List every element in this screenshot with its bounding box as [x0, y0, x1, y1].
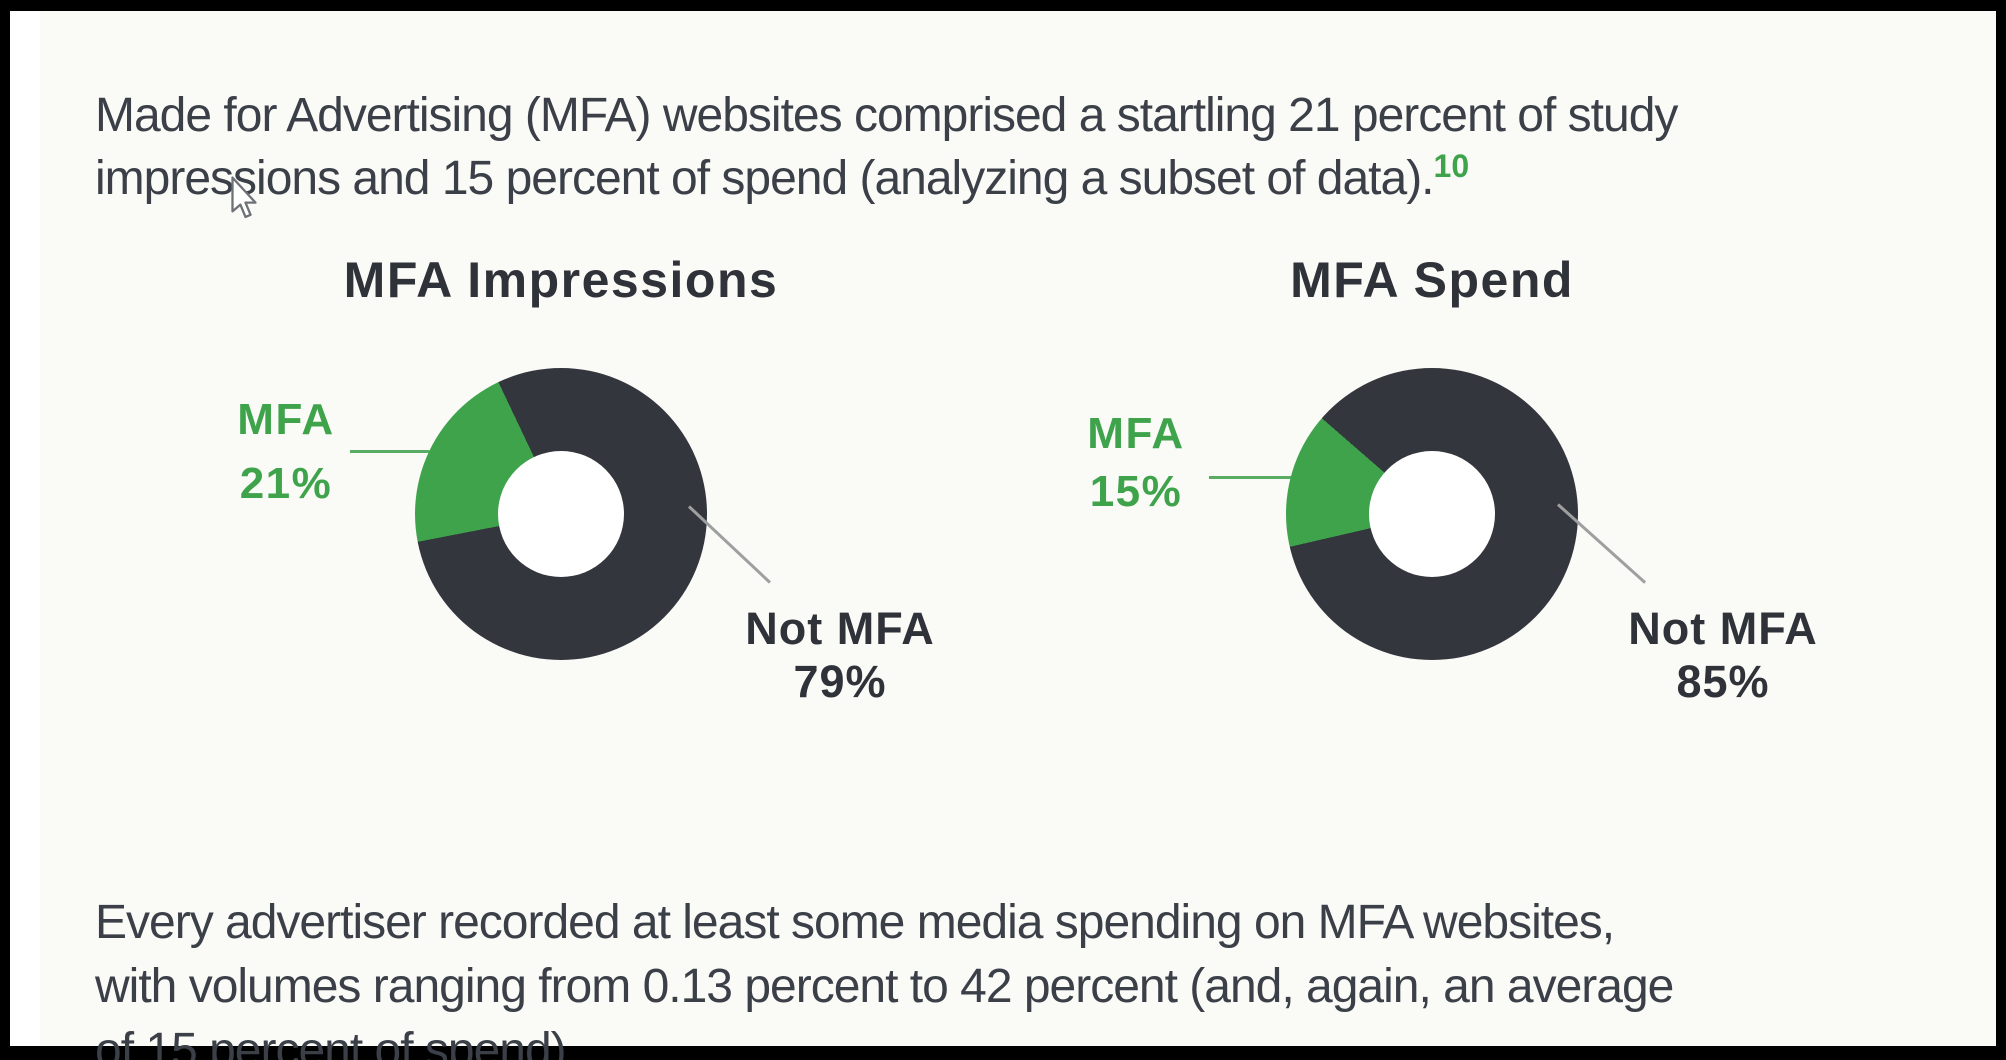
chart-title: MFA Impressions [343, 252, 779, 308]
content-background [40, 11, 1996, 1046]
donut-chart [415, 368, 707, 660]
donut-hole [498, 451, 624, 577]
donut-hole [1369, 451, 1495, 577]
chart-title: MFA Spend [1290, 252, 1574, 308]
mfa-leader-line [1209, 476, 1325, 479]
not-mfa-slice-callout-label: Not MFA 79% [745, 603, 935, 707]
footnote-reference: 10 [1433, 148, 1470, 184]
chart-mfa-impressions: MFA Impressions MFA 21% Not MFA 79% [180, 245, 960, 725]
mfa-slice-callout-label: MFA 21% [237, 395, 335, 508]
closing-paragraph-text: Every advertiser recorded at least some … [95, 896, 1674, 1060]
donut-chart [1286, 368, 1578, 660]
not-mfa-slice-callout-label: Not MFA 85% [1628, 603, 1818, 707]
intro-paragraph: Made for Advertising (MFA) websites comp… [95, 84, 1678, 210]
mfa-slice-callout-label: MFA 15% [1087, 409, 1185, 516]
closing-paragraph: Every advertiser recorded at least some … [95, 891, 1674, 1060]
chart-mfa-spend: MFA Spend MFA 15% Not MFA 85% [1051, 245, 1831, 725]
intro-paragraph-text: Made for Advertising (MFA) websites comp… [95, 89, 1678, 205]
mouse-cursor-icon [231, 176, 257, 219]
mfa-leader-line [350, 450, 463, 453]
